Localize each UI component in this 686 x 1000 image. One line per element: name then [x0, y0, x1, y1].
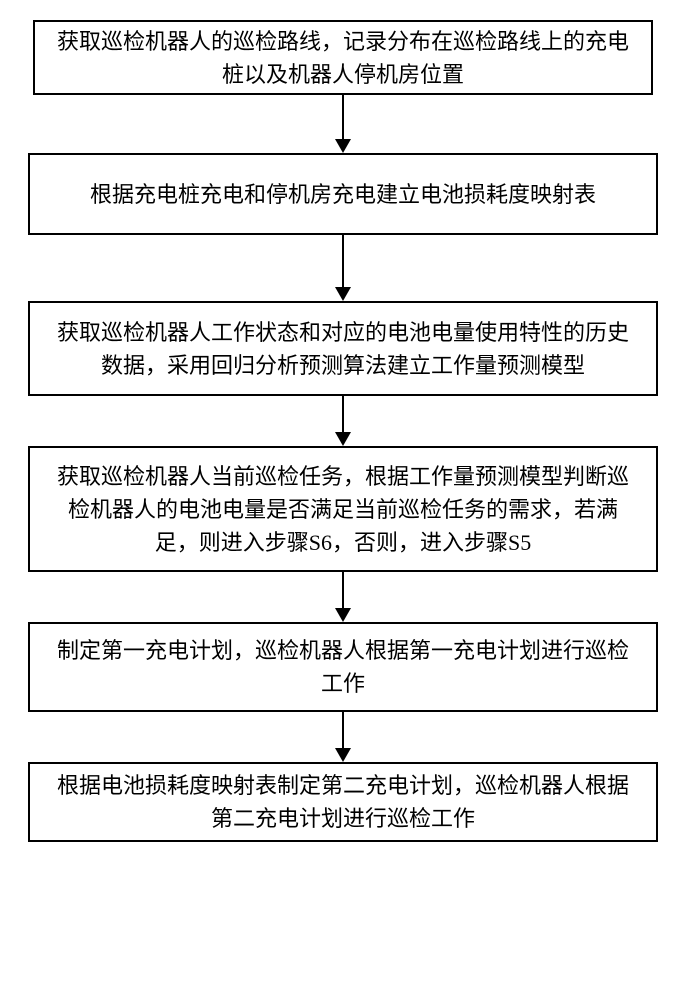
arrow-head-icon	[335, 287, 351, 301]
arrow-line	[342, 572, 344, 608]
flowchart-box-4: 获取巡检机器人当前巡检任务，根据工作量预测模型判断巡检机器人的电池电量是否满足当…	[28, 446, 658, 572]
flowchart-container: 获取巡检机器人的巡检路线，记录分布在巡检路线上的充电桩以及机器人停机房位置 根据…	[25, 20, 661, 842]
box-text: 获取巡检机器人的巡检路线，记录分布在巡检路线上的充电桩以及机器人停机房位置	[53, 25, 633, 91]
box-text: 根据电池损耗度映射表制定第二充电计划，巡检机器人根据第二充电计划进行巡检工作	[48, 769, 638, 835]
flowchart-box-1: 获取巡检机器人的巡检路线，记录分布在巡检路线上的充电桩以及机器人停机房位置	[33, 20, 653, 95]
box-text: 根据充电桩充电和停机房充电建立电池损耗度映射表	[90, 178, 596, 211]
flowchart-box-2: 根据充电桩充电和停机房充电建立电池损耗度映射表	[28, 153, 658, 235]
flowchart-arrow-4	[335, 572, 351, 622]
arrow-head-icon	[335, 748, 351, 762]
box-text: 制定第一充电计划，巡检机器人根据第一充电计划进行巡检工作	[48, 634, 638, 700]
arrow-line	[342, 95, 344, 139]
arrow-line	[342, 235, 344, 287]
flowchart-box-5: 制定第一充电计划，巡检机器人根据第一充电计划进行巡检工作	[28, 622, 658, 712]
box-text: 获取巡检机器人工作状态和对应的电池电量使用特性的历史数据，采用回归分析预测算法建…	[48, 316, 638, 382]
flowchart-box-6: 根据电池损耗度映射表制定第二充电计划，巡检机器人根据第二充电计划进行巡检工作	[28, 762, 658, 842]
arrow-head-icon	[335, 139, 351, 153]
box-text: 获取巡检机器人当前巡检任务，根据工作量预测模型判断巡检机器人的电池电量是否满足当…	[48, 460, 638, 559]
arrow-head-icon	[335, 608, 351, 622]
flowchart-arrow-5	[335, 712, 351, 762]
flowchart-arrow-3	[335, 396, 351, 446]
flowchart-arrow-2	[335, 235, 351, 301]
arrow-line	[342, 396, 344, 432]
flowchart-arrow-1	[335, 95, 351, 153]
arrow-line	[342, 712, 344, 748]
arrow-head-icon	[335, 432, 351, 446]
flowchart-box-3: 获取巡检机器人工作状态和对应的电池电量使用特性的历史数据，采用回归分析预测算法建…	[28, 301, 658, 396]
